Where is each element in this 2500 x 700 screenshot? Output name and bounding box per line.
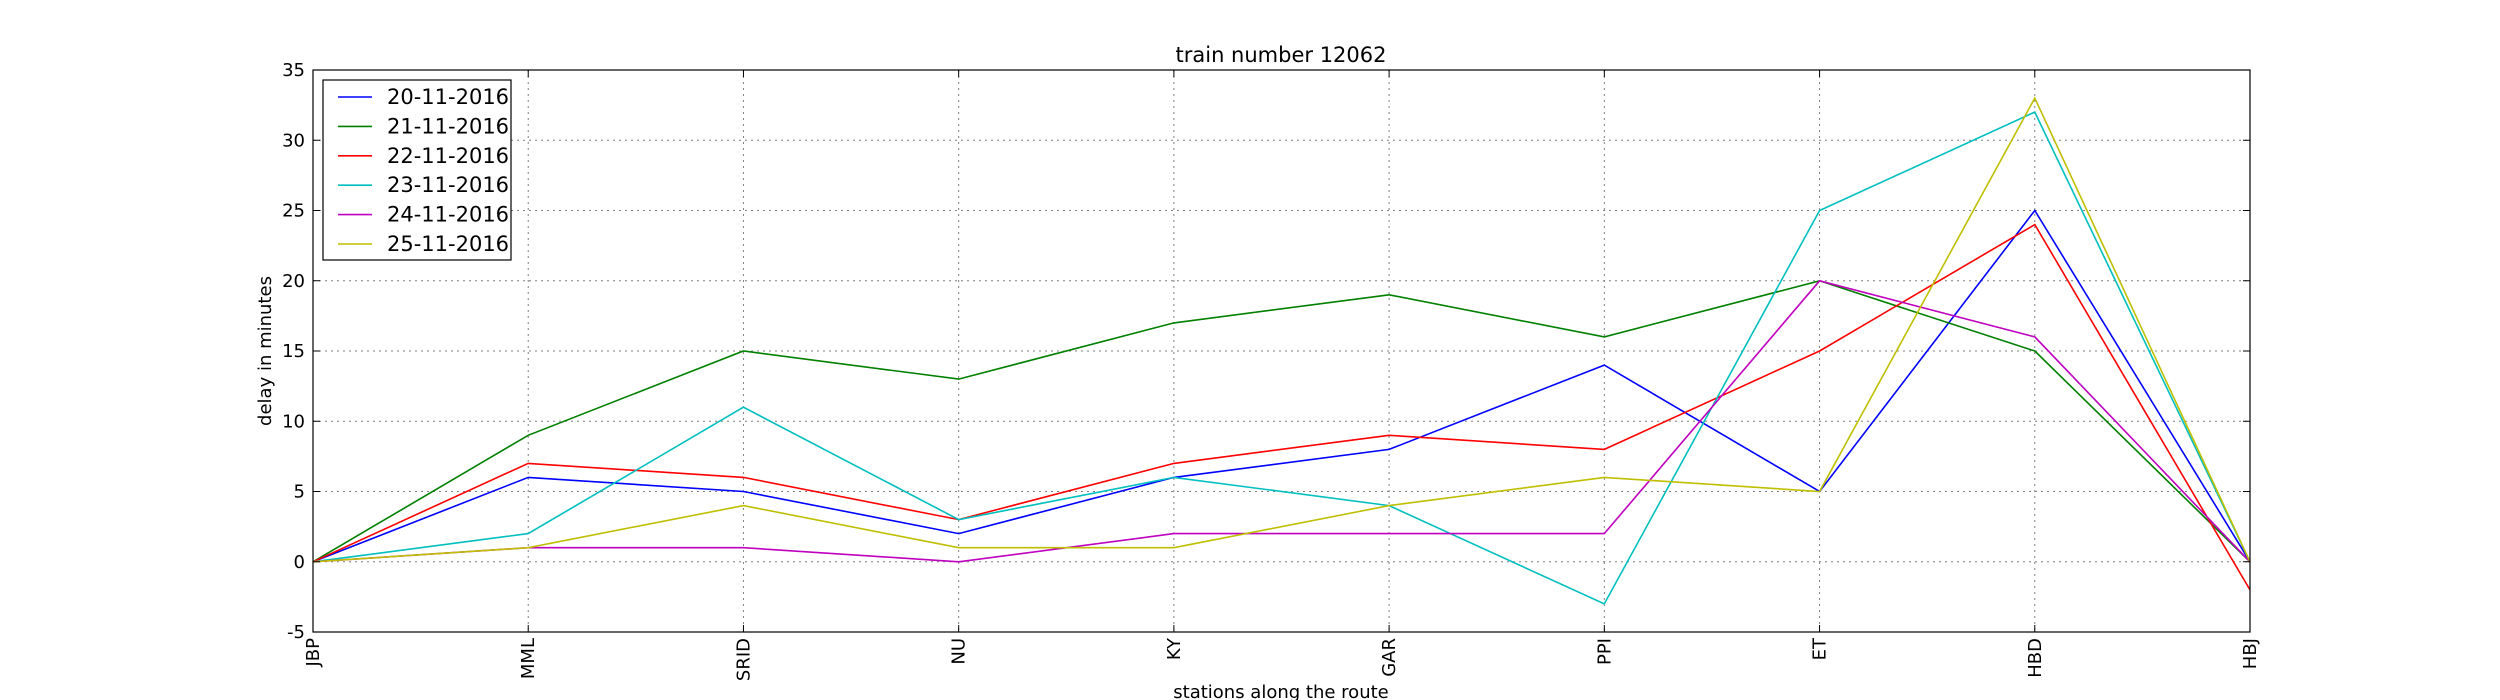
series-lines xyxy=(312,96,2251,605)
series-line-22-11-2016 xyxy=(312,223,2251,591)
y-tick-label: 20 xyxy=(282,271,305,292)
y-tick-label: 5 xyxy=(294,482,305,503)
x-tick-label: SRID xyxy=(733,638,754,681)
legend-label: 22-11-2016 xyxy=(387,144,509,168)
legend-label: 21-11-2016 xyxy=(387,114,509,138)
series-line-24-11-2016 xyxy=(312,279,2251,563)
y-tick-label: 30 xyxy=(282,130,305,151)
series-line-25-11-2016 xyxy=(312,96,2251,563)
y-tick-label: 0 xyxy=(294,552,305,573)
legend-box xyxy=(322,79,512,261)
series-line-21-11-2016 xyxy=(312,279,2251,563)
legend-label: 24-11-2016 xyxy=(387,203,509,227)
x-axis-label: stations along the route xyxy=(1173,682,1388,700)
series-line-23-11-2016 xyxy=(312,111,2251,605)
series-line-20-11-2016 xyxy=(312,209,2251,563)
chart-title: train number 12062 xyxy=(1176,43,1387,67)
legend-label: 25-11-2016 xyxy=(387,232,509,256)
x-tick-label: JBP xyxy=(303,638,324,668)
y-axis-label: delay in minutes xyxy=(255,276,276,426)
x-tick-label: HBJ xyxy=(2240,638,2261,669)
legend-label: 20-11-2016 xyxy=(387,85,509,109)
y-tick-label: -5 xyxy=(287,622,305,643)
x-tick-label: ET xyxy=(1810,637,1831,660)
y-tick-label: 25 xyxy=(282,201,305,222)
x-tick-label: GAR xyxy=(1379,638,1400,677)
axis-ticks: -5 0 5 10 15 20 25 30 35 JBP MML SRID NU KY GAR PPI ET HB… xyxy=(282,60,2261,681)
x-tick-label: MML xyxy=(518,638,539,679)
y-tick-label: 10 xyxy=(282,411,305,432)
x-tick-label: HBD xyxy=(2025,638,2046,678)
x-tick-label: PPI xyxy=(1594,638,1615,665)
y-tick-label: 15 xyxy=(282,341,305,362)
x-tick-label: NU xyxy=(949,638,970,665)
y-tick-label: 35 xyxy=(282,60,305,81)
legend: 20-11-2016 21-11-2016 22-11-2016 23-11-2016… xyxy=(322,79,512,261)
x-tick-label: KY xyxy=(1164,637,1185,660)
legend-label: 23-11-2016 xyxy=(387,173,509,197)
